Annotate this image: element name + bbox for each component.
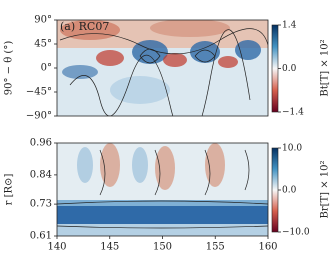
colorbar-tick-label: 0.0 — [282, 186, 297, 196]
x-tick-label: 140 — [47, 242, 66, 253]
colorbar — [271, 147, 279, 233]
y-tick-label: 0.96 — [30, 138, 52, 149]
colorbar-tick-label: −10.0 — [282, 228, 310, 238]
colorbar — [271, 24, 279, 113]
y-tick-label: 0.61 — [30, 231, 52, 242]
colorbar-tick-label: 0.0 — [282, 64, 297, 74]
colorbar-tick-label: −1.4 — [282, 108, 304, 118]
y-tick-label: −45° — [26, 87, 52, 98]
x-tick-label: 155 — [206, 242, 225, 253]
colorbar-tick-label: 1.4 — [282, 21, 297, 31]
y-tick-label: 0.73 — [30, 199, 52, 210]
y-tick-label: 0° — [41, 63, 52, 74]
colorbar-label: Br[T] × 10² — [320, 160, 331, 218]
y-tick-label: 0.84 — [30, 169, 52, 180]
panel-title: (a) RC07 — [60, 20, 109, 33]
y-tick-label: −90° — [26, 111, 52, 122]
x-tick-label: 150 — [153, 242, 172, 253]
heatmap-image — [57, 20, 268, 116]
colorbar-label: Bt[T] × 10² — [320, 39, 331, 96]
y-tick-label: 90° — [34, 15, 52, 26]
y-tick-label: 45° — [34, 39, 52, 50]
x-tick-label: 160 — [258, 242, 277, 253]
x-tick-label: 145 — [100, 242, 119, 253]
y-axis-label: r [R⊙] — [4, 174, 15, 206]
colorbar-tick-label: 10.0 — [282, 144, 302, 154]
heatmap-image — [57, 143, 268, 236]
y-axis-label: 90° − θ (°) — [4, 41, 15, 96]
